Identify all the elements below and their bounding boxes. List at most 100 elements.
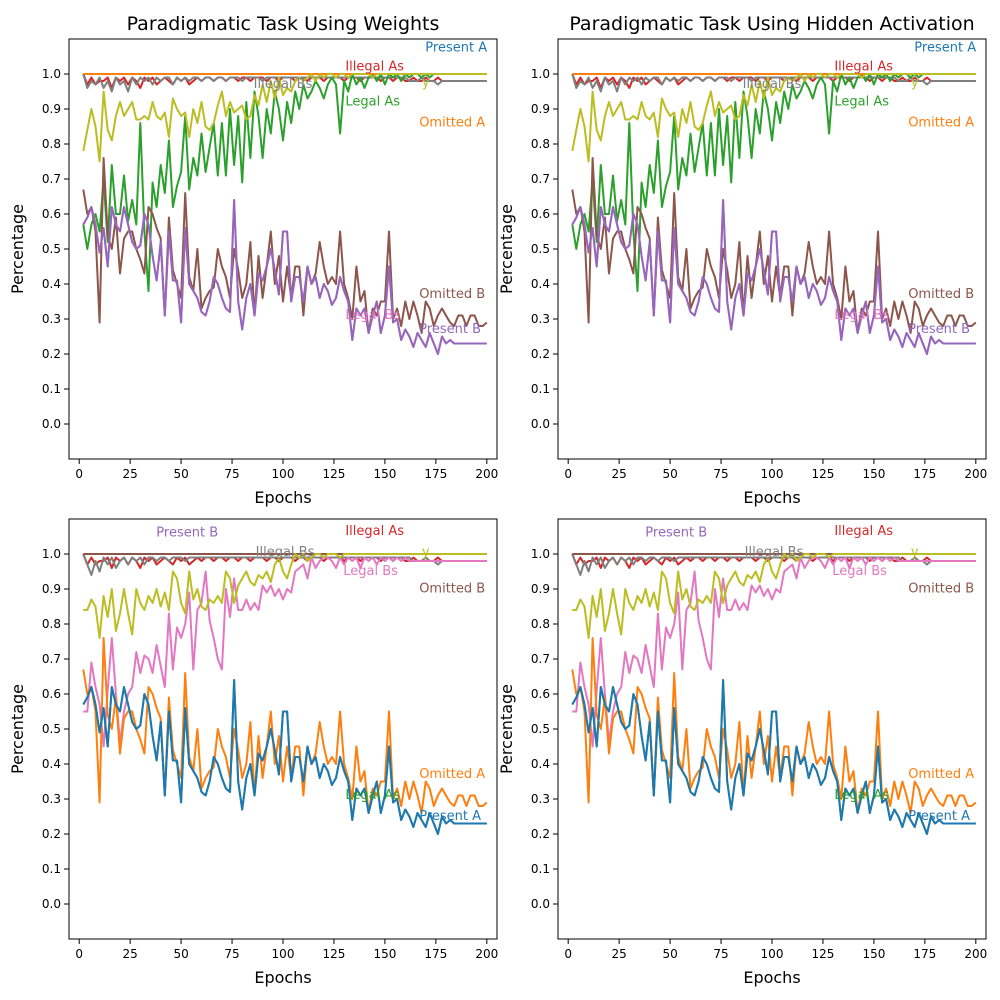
y-tick-label: 0.6 [531, 207, 550, 221]
x-axis-label: Epochs [254, 488, 311, 507]
x-tick-label: 175 [913, 947, 936, 961]
series-lines [571, 73, 977, 355]
series-label: Omitted B [908, 582, 974, 597]
x-tick-label: 25 [123, 467, 138, 481]
y-tick-label: 0.0 [42, 417, 61, 431]
series-line [572, 553, 976, 639]
x-tick-label: 200 [964, 467, 987, 481]
y-tick-label: 0.5 [42, 242, 61, 256]
chart-panel-4: Present B Illegal As Illegal Bs Legal Bs Omi… [497, 518, 987, 987]
y-tick-label: 0.7 [42, 652, 61, 666]
y-tick-label: 0.2 [531, 347, 550, 361]
x-tick-label: 25 [123, 947, 138, 961]
y-axis-label: Percentage [497, 684, 516, 774]
y-tick-label: 0.3 [531, 792, 550, 806]
x-tick-label: 75 [224, 467, 239, 481]
y-tick-label: 0.4 [531, 757, 550, 771]
y-tick-label: 0.9 [42, 582, 61, 596]
x-tick-label: 100 [272, 467, 295, 481]
series-lines [571, 553, 977, 835]
series-label: Illegal Bs [745, 545, 804, 560]
x-tick-label: 200 [475, 467, 498, 481]
x-tick-label: 125 [811, 947, 834, 961]
y-tick-label: 0.3 [531, 312, 550, 326]
series-line [572, 556, 976, 748]
y-tick-label: 0.8 [531, 617, 550, 631]
series-line [82, 73, 487, 163]
y-tick-label: 0.2 [531, 827, 550, 841]
x-tick-label: 25 [612, 467, 627, 481]
x-tick-label: 175 [424, 947, 447, 961]
chart-panel-1: Present A Illegal As Illegal Bs Legal As Omi… [8, 13, 498, 507]
x-tick-label: 175 [913, 467, 936, 481]
series-label: Present A [908, 809, 970, 824]
y-tick-label: 0.8 [531, 137, 550, 151]
y-axis-label: Percentage [8, 204, 27, 294]
series-label: y [911, 545, 919, 560]
x-tick-label: 150 [862, 467, 885, 481]
x-tick-label: 50 [662, 947, 677, 961]
x-tick-label: 75 [713, 467, 728, 481]
series-line [82, 157, 488, 334]
y-tick-label: 0.7 [531, 652, 550, 666]
series-label: Omitted A [419, 116, 485, 131]
series-line [571, 73, 976, 93]
series-label: Legal Bs [345, 308, 400, 323]
series-label: Omitted B [419, 582, 485, 597]
series-label: Omitted B [419, 287, 485, 302]
series-line [82, 73, 487, 93]
y-tick-label: 0.4 [531, 277, 550, 291]
y-tick-label: 0.8 [42, 137, 61, 151]
y-tick-label: 0.5 [531, 242, 550, 256]
chart-panel-3: Present B Illegal As Illegal Bs Legal Bs Omi… [8, 518, 498, 987]
x-tick-label: 100 [272, 947, 295, 961]
y-tick-label: 0.9 [42, 102, 61, 116]
series-lines [82, 73, 488, 355]
series-line [571, 73, 976, 163]
x-axis-label: Epochs [743, 488, 800, 507]
series-label: Omitted A [908, 116, 974, 131]
series-label: Omitted A [419, 767, 485, 782]
x-tick-label: 150 [862, 947, 885, 961]
y-tick-label: 0.0 [42, 897, 61, 911]
series-label: Present B [419, 322, 481, 337]
series-label: Present A [419, 809, 481, 824]
y-tick-label: 1.0 [531, 547, 550, 561]
x-tick-label: 175 [424, 467, 447, 481]
x-axis-label: Epochs [743, 968, 800, 987]
x-tick-label: 150 [373, 947, 396, 961]
x-tick-label: 150 [373, 467, 396, 481]
x-tick-label: 200 [475, 947, 498, 961]
y-tick-label: 0.3 [42, 312, 61, 326]
x-tick-label: 50 [662, 467, 677, 481]
y-axis-label: Percentage [497, 204, 516, 294]
series-label: Present B [156, 526, 218, 541]
y-axis-label: Percentage [8, 684, 27, 774]
chart-title: Paradigmatic Task Using Weights [127, 13, 440, 35]
series-label: Illegal Bs [254, 77, 313, 92]
series-label: Legal As [345, 95, 400, 110]
series-label: y [422, 545, 430, 560]
series-line [82, 679, 487, 835]
y-tick-label: 0.0 [531, 897, 550, 911]
y-tick-label: 0.6 [42, 207, 61, 221]
series-line [82, 637, 488, 814]
y-tick-label: 1.0 [42, 67, 61, 81]
y-tick-label: 0.2 [42, 827, 61, 841]
series-label: Illegal As [834, 60, 893, 75]
series-line [82, 199, 487, 355]
chart-title: Paradigmatic Task Using Hidden Activatio… [569, 13, 974, 35]
y-tick-label: 0.3 [42, 792, 61, 806]
series-label: Present A [914, 40, 976, 55]
series-label: Illegal As [834, 524, 893, 539]
y-tick-label: 0.7 [531, 172, 550, 186]
x-axis-label: Epochs [254, 968, 311, 987]
y-tick-label: 0.8 [42, 617, 61, 631]
series-line [83, 553, 487, 639]
y-tick-label: 0.5 [531, 722, 550, 736]
x-tick-label: 0 [564, 947, 572, 961]
series-label: Omitted B [908, 287, 974, 302]
series-line [83, 556, 487, 748]
